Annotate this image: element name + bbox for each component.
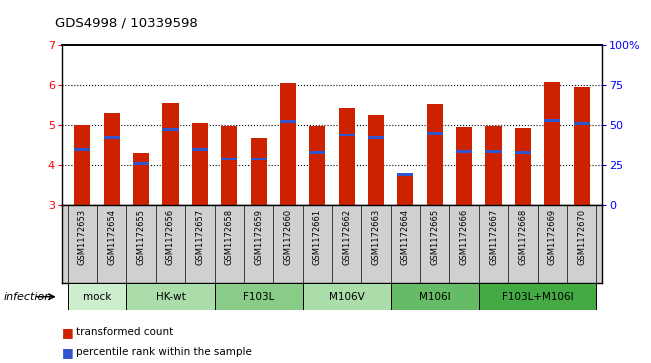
Text: infection: infection bbox=[3, 292, 51, 302]
Text: M106I: M106I bbox=[419, 292, 450, 302]
Text: GSM1172657: GSM1172657 bbox=[195, 209, 204, 265]
Text: ■: ■ bbox=[62, 326, 74, 339]
Bar bbox=[339, 134, 355, 136]
Bar bbox=[162, 103, 178, 205]
Bar bbox=[544, 119, 561, 122]
Bar bbox=[309, 126, 326, 205]
Text: GDS4998 / 10339598: GDS4998 / 10339598 bbox=[55, 16, 198, 29]
Text: F103L: F103L bbox=[243, 292, 274, 302]
Bar bbox=[68, 283, 126, 310]
Text: percentile rank within the sample: percentile rank within the sample bbox=[76, 347, 252, 357]
Bar bbox=[339, 109, 355, 205]
Text: GSM1172661: GSM1172661 bbox=[313, 209, 322, 265]
Text: ■: ■ bbox=[62, 346, 74, 359]
Text: GSM1172660: GSM1172660 bbox=[283, 209, 292, 265]
Bar bbox=[391, 283, 479, 310]
Bar bbox=[280, 83, 296, 205]
Bar bbox=[104, 113, 120, 205]
Text: GSM1172670: GSM1172670 bbox=[577, 209, 586, 265]
Bar bbox=[192, 148, 208, 151]
Text: GSM1172658: GSM1172658 bbox=[225, 209, 234, 265]
Bar bbox=[309, 151, 326, 154]
Bar bbox=[397, 176, 413, 205]
Text: mock: mock bbox=[83, 292, 111, 302]
Text: GSM1172653: GSM1172653 bbox=[78, 209, 87, 265]
Bar bbox=[104, 136, 120, 139]
Bar bbox=[574, 122, 590, 125]
Bar bbox=[515, 128, 531, 205]
Text: GSM1172659: GSM1172659 bbox=[254, 209, 263, 265]
Text: GSM1172667: GSM1172667 bbox=[489, 209, 498, 265]
Bar bbox=[74, 125, 90, 205]
Bar bbox=[251, 138, 267, 205]
Bar bbox=[133, 162, 149, 165]
Bar bbox=[368, 136, 384, 139]
Text: GSM1172655: GSM1172655 bbox=[137, 209, 146, 265]
Bar bbox=[544, 82, 561, 205]
Bar bbox=[574, 87, 590, 205]
Bar bbox=[251, 158, 267, 160]
Text: GSM1172654: GSM1172654 bbox=[107, 209, 117, 265]
Bar bbox=[162, 129, 178, 131]
Text: GSM1172662: GSM1172662 bbox=[342, 209, 351, 265]
Bar bbox=[368, 115, 384, 205]
Text: GSM1172663: GSM1172663 bbox=[372, 209, 381, 265]
Bar bbox=[515, 151, 531, 154]
Bar bbox=[486, 126, 502, 205]
Text: GSM1172665: GSM1172665 bbox=[430, 209, 439, 265]
Bar bbox=[456, 127, 472, 205]
Bar bbox=[486, 150, 502, 153]
Bar bbox=[221, 126, 238, 205]
Text: GSM1172668: GSM1172668 bbox=[518, 209, 527, 265]
Bar bbox=[74, 148, 90, 151]
Bar bbox=[221, 158, 238, 160]
Bar bbox=[133, 153, 149, 205]
Bar bbox=[303, 283, 391, 310]
Text: GSM1172664: GSM1172664 bbox=[401, 209, 410, 265]
Bar bbox=[479, 283, 596, 310]
Text: M106V: M106V bbox=[329, 292, 365, 302]
Text: GSM1172669: GSM1172669 bbox=[547, 209, 557, 265]
Text: F103L+M106I: F103L+M106I bbox=[502, 292, 574, 302]
Text: GSM1172666: GSM1172666 bbox=[460, 209, 469, 265]
Bar bbox=[280, 120, 296, 123]
Bar bbox=[397, 173, 413, 176]
Bar bbox=[426, 132, 443, 135]
Bar bbox=[426, 105, 443, 205]
Bar bbox=[215, 283, 303, 310]
Bar bbox=[456, 150, 472, 153]
Text: GSM1172656: GSM1172656 bbox=[166, 209, 175, 265]
Bar bbox=[126, 283, 215, 310]
Text: transformed count: transformed count bbox=[76, 327, 173, 337]
Bar bbox=[192, 123, 208, 205]
Text: HK-wt: HK-wt bbox=[156, 292, 186, 302]
